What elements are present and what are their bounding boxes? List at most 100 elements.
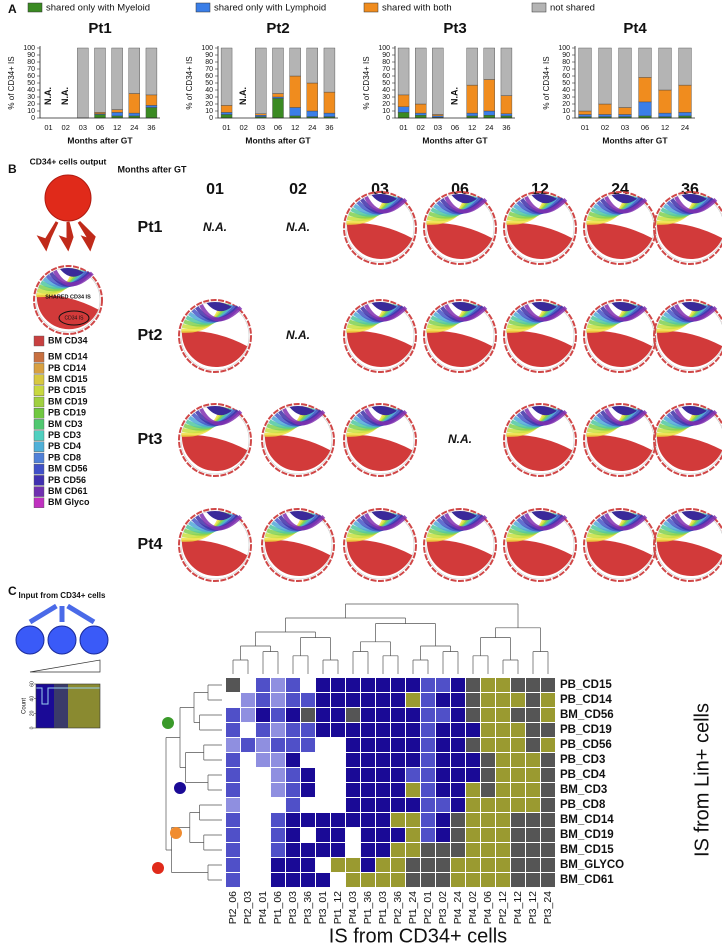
- y-tick-label: 20: [205, 101, 213, 108]
- x-tick-label: 03: [257, 123, 265, 132]
- circos-chord: [53, 269, 94, 287]
- legend-swatch: [33, 408, 45, 419]
- circos-chord: [674, 513, 718, 531]
- circos-red: [657, 222, 722, 259]
- heatmap-cell: [271, 678, 285, 692]
- dendrogram-branch: [382, 655, 399, 674]
- legend-swatch: [33, 464, 45, 475]
- heatmap-cell: [256, 768, 270, 782]
- y-tick-label: 70: [562, 66, 570, 73]
- heatmap-cell: [256, 708, 270, 722]
- bar-segment: [145, 94, 158, 106]
- heatmap-cell: [511, 798, 525, 812]
- heatmap-cell: [451, 843, 465, 857]
- x-tick-label: 01: [44, 123, 52, 132]
- heatmap-cell: [541, 753, 555, 767]
- heatmap-cell: [496, 873, 510, 887]
- dendrogram-branch: [360, 641, 391, 656]
- heatmap-cell: [271, 708, 285, 722]
- bar-segment: [415, 112, 427, 116]
- circos-chord: [524, 408, 568, 426]
- y-tick-label: 90: [562, 52, 570, 59]
- cluster-dot: [174, 782, 186, 794]
- bar-segment: [289, 75, 301, 108]
- heatmap-cell: [361, 828, 375, 842]
- heatmap-cell: [331, 678, 345, 692]
- heatmap-cell: [271, 813, 285, 827]
- x-tick-label: 24: [681, 123, 689, 132]
- dendrogram-branch: [255, 631, 316, 646]
- heatmap-cell: [286, 828, 300, 842]
- heatmap-cell: [496, 858, 510, 872]
- heatmap-cell: [511, 828, 525, 842]
- column-label: Pt2_36: [392, 891, 404, 924]
- circos-top: [60, 268, 84, 277]
- arrow: [36, 221, 59, 252]
- circos-chord: [524, 196, 568, 214]
- circos-ring: [653, 191, 722, 265]
- circos-ring: [653, 403, 722, 477]
- x-tick-label: 06: [641, 123, 649, 132]
- circos-top: [611, 302, 637, 312]
- row-label: BM_GLYCO: [560, 859, 624, 871]
- bar-segment: [220, 105, 233, 113]
- heatmap-cell: [406, 858, 420, 872]
- heatmap-cell: [526, 708, 540, 722]
- circos-red: [346, 330, 413, 368]
- dendrogram-branch: [345, 603, 519, 628]
- column-label: Pt3_12: [527, 891, 539, 924]
- bar-segment: [638, 47, 652, 78]
- row-label: Pt2: [138, 327, 163, 344]
- column-label: 01: [206, 181, 224, 198]
- circos-ring: [343, 191, 417, 265]
- circos-ring: [343, 403, 417, 477]
- circos-plot: [583, 508, 657, 582]
- circos-red: [346, 434, 413, 472]
- cluster-dot: [170, 827, 182, 839]
- dendrogram-branch: [207, 684, 222, 701]
- chart-title: Pt3: [443, 20, 466, 37]
- y-axis-label: % of CD34+ IS: [542, 56, 551, 109]
- circos-red: [181, 539, 248, 577]
- heatmap-cell: [241, 723, 255, 737]
- dendrogram-branch: [179, 707, 194, 768]
- column-label: Pt4_03: [347, 891, 359, 924]
- heatmap-cell: [526, 813, 540, 827]
- na-label: N.A.: [60, 87, 70, 105]
- heatmap-cell: [451, 798, 465, 812]
- heatmap-cell: [496, 768, 510, 782]
- bar-segment: [598, 47, 612, 105]
- circos-chord: [364, 304, 408, 322]
- heatmap-cell: [256, 873, 270, 887]
- heatmap-cell: [466, 693, 480, 707]
- heatmap-cell: [526, 753, 540, 767]
- heatmap-cell: [451, 768, 465, 782]
- column-label: Pt1_12: [332, 891, 344, 924]
- heatmap-cell: [481, 678, 495, 692]
- heatmap-cell: [436, 828, 450, 842]
- heatmap-cell: [496, 813, 510, 827]
- arrow: [77, 220, 96, 252]
- heatmap-cell: [436, 678, 450, 692]
- heatmap-cell: [541, 783, 555, 797]
- legend-label: BM Glyco: [48, 497, 90, 507]
- bar-segment: [255, 114, 267, 117]
- arrow: [58, 221, 74, 252]
- heatmap-cell: [391, 738, 405, 752]
- heatmap-cell: [346, 783, 360, 797]
- heatmap-cell: [466, 723, 480, 737]
- heatmap-cell: [331, 783, 345, 797]
- heatmap-cell: [226, 858, 240, 872]
- legend-label: shared with both: [382, 3, 452, 14]
- legend-label: BM CD56: [48, 464, 88, 474]
- circos-ring: [503, 299, 577, 373]
- circos-red: [181, 434, 248, 472]
- heatmap-cell: [466, 858, 480, 872]
- circos-plot: [178, 403, 252, 477]
- circos-red: [657, 539, 722, 576]
- heatmap-cell: [346, 738, 360, 752]
- heatmap-cell: [526, 693, 540, 707]
- circos-top: [289, 406, 315, 416]
- output-title: CD34+ cells output: [30, 156, 107, 166]
- heatmap-cell: [286, 723, 300, 737]
